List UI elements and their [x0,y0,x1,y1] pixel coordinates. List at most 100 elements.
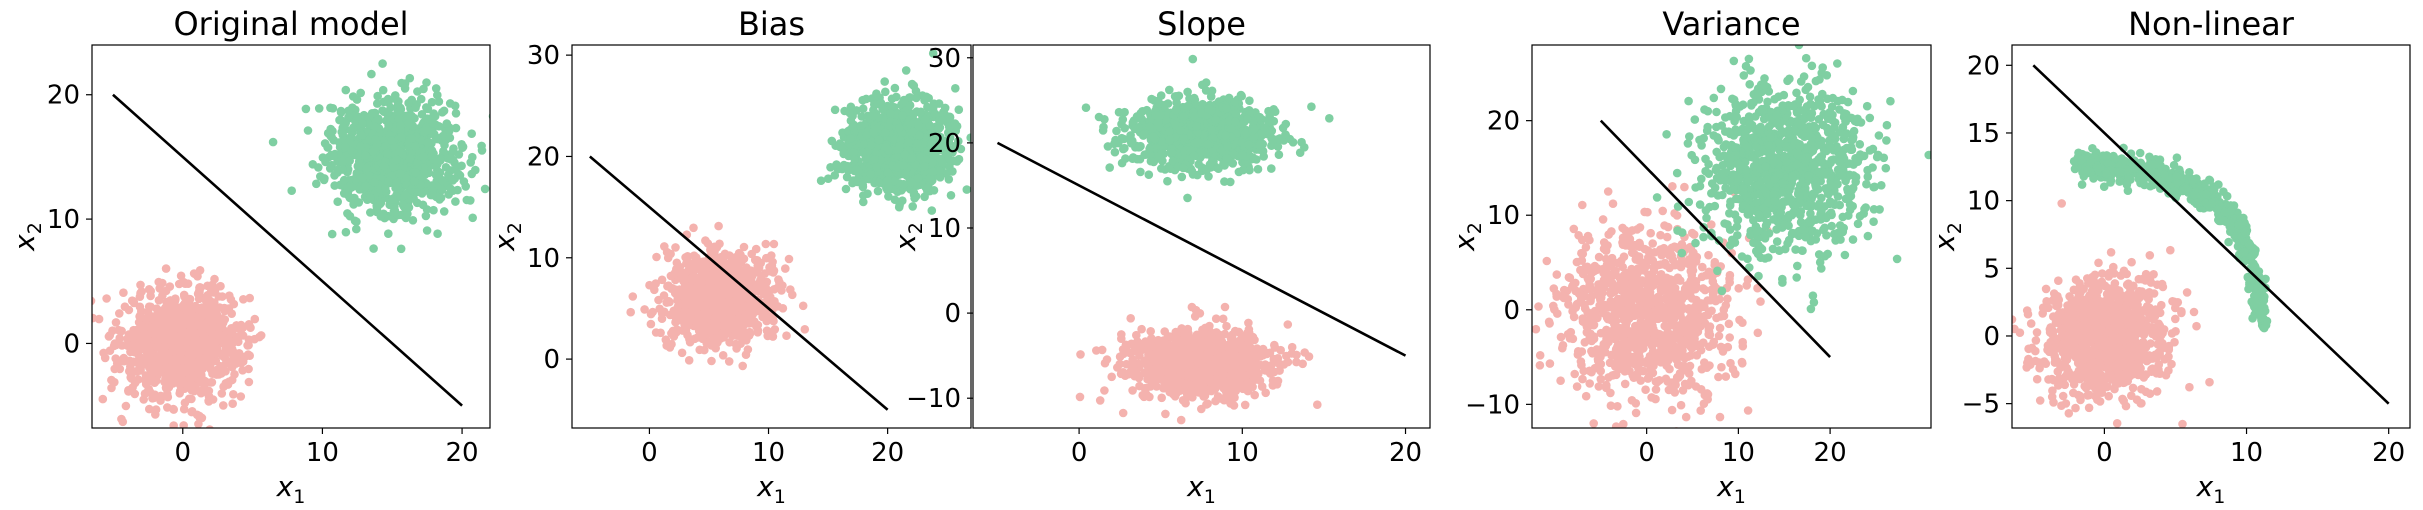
data-point [842,185,851,194]
data-point [171,297,180,306]
data-point [721,318,730,327]
data-point [707,341,716,350]
data-point [1117,330,1126,339]
y-tick-label: 10 [47,205,80,235]
data-point [782,331,791,340]
data-point [430,155,439,164]
data-point [1292,358,1301,367]
data-point [384,177,393,186]
data-point [396,169,405,178]
data-point [786,285,795,294]
data-point [155,296,164,305]
data-point [719,351,728,360]
data-point [687,309,696,318]
x-tick-label: 20 [871,438,904,468]
data-point [419,153,428,162]
data-point [81,351,90,360]
data-point [355,198,364,207]
data-point [1100,386,1109,395]
data-point [151,362,160,371]
data-point [924,183,933,192]
data-point [251,315,260,324]
y-axis-label: x2 [488,222,526,252]
data-point [1244,387,1253,396]
data-point [328,230,337,239]
data-point [361,151,370,160]
data-point [119,288,128,297]
data-point [1191,312,1200,321]
data-point [875,179,884,188]
data-point [356,142,365,151]
data-point [169,405,178,414]
data-point [656,329,665,338]
data-point [660,291,669,300]
data-point [899,180,908,189]
data-point [1222,322,1231,331]
data-point [152,405,161,414]
data-point [366,208,375,217]
scatter-points [626,49,980,370]
data-point [951,84,960,93]
data-point [146,387,155,396]
data-point [245,378,254,387]
data-point [411,142,420,151]
data-point [197,339,206,348]
series-class-0 [1076,303,1322,425]
data-point [433,229,442,238]
data-point [710,318,719,327]
data-point [699,257,708,266]
data-point [95,315,104,324]
data-point [693,296,702,305]
data-point [1096,396,1105,405]
data-point [237,392,246,401]
data-point [411,103,420,112]
data-point [149,323,158,332]
data-point [269,138,278,147]
data-point [194,358,203,367]
data-point [324,143,333,152]
data-point [187,316,196,325]
data-point [195,295,204,304]
data-point [866,170,875,179]
data-point [468,153,477,162]
data-point [904,138,913,147]
data-point [440,107,449,116]
data-point [848,123,857,132]
x-tick-label: 0 [174,438,191,468]
data-point [342,86,351,95]
data-point [715,240,724,249]
data-point [908,154,917,163]
data-point [947,191,956,200]
data-point [910,188,919,197]
data-point [1076,350,1085,359]
data-point [451,102,460,111]
data-point [884,177,893,186]
data-point [452,124,461,133]
data-point [389,195,398,204]
data-point [666,311,675,320]
chart-title: Original model [173,5,408,43]
data-point [668,284,677,293]
data-point [760,290,769,299]
data-point [909,110,918,119]
data-point [345,156,354,165]
data-point [194,420,203,429]
data-point [118,341,127,350]
data-point [685,266,694,275]
data-point [898,111,907,120]
data-point [164,393,173,402]
series-class-0 [81,264,266,439]
data-point [896,142,905,151]
data-point [832,160,841,169]
data-point [304,126,313,135]
data-point [222,344,231,353]
data-point [177,349,186,358]
data-point [915,131,924,140]
data-point [880,77,889,86]
data-point [463,196,472,205]
data-point [929,167,938,176]
data-point [378,59,387,68]
y-tick-label: 0 [63,329,80,359]
data-point [312,180,321,189]
